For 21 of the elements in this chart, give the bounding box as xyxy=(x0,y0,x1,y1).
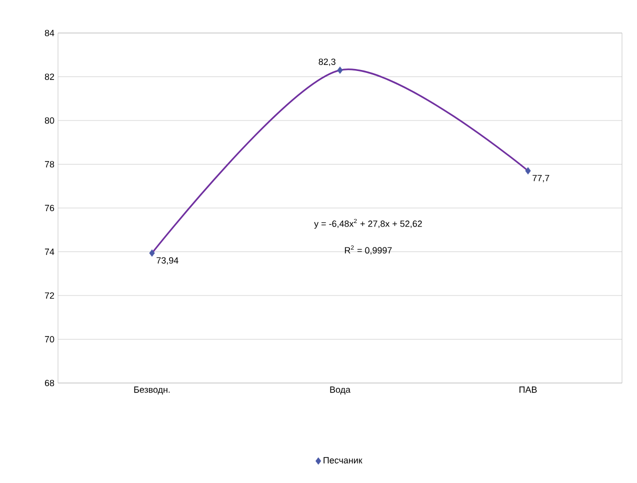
legend-label: Песчаник xyxy=(324,457,362,464)
data-label: 77,7 xyxy=(532,174,550,182)
point xyxy=(337,66,343,74)
data-label: 73,94 xyxy=(156,257,178,265)
y-tick-label: 74 xyxy=(44,248,54,255)
annotation: R$^{2}$ = 0,9997 xyxy=(344,245,392,255)
point xyxy=(149,249,155,257)
x-tick-label: Вода xyxy=(330,386,350,394)
y-tick-label: 72 xyxy=(44,292,54,299)
x-tick-label: ПАВ xyxy=(520,386,537,393)
y-tick-label: 82 xyxy=(44,74,54,80)
annotation: y = -6,48x$^{2}$ + 27,8x + 52,62 xyxy=(314,218,422,229)
y-tick-label: 84 xyxy=(44,30,54,36)
y-tick-label: 70 xyxy=(44,336,54,342)
x-tick-label: Безводн. xyxy=(134,386,170,394)
y-tick-label: 80 xyxy=(44,117,54,124)
y-tick-label: 76 xyxy=(44,204,54,212)
y-tick-label: 78 xyxy=(44,161,54,168)
y-tick-label: 68 xyxy=(44,380,54,386)
point xyxy=(525,167,531,174)
data-label: 82,3 xyxy=(318,58,336,66)
